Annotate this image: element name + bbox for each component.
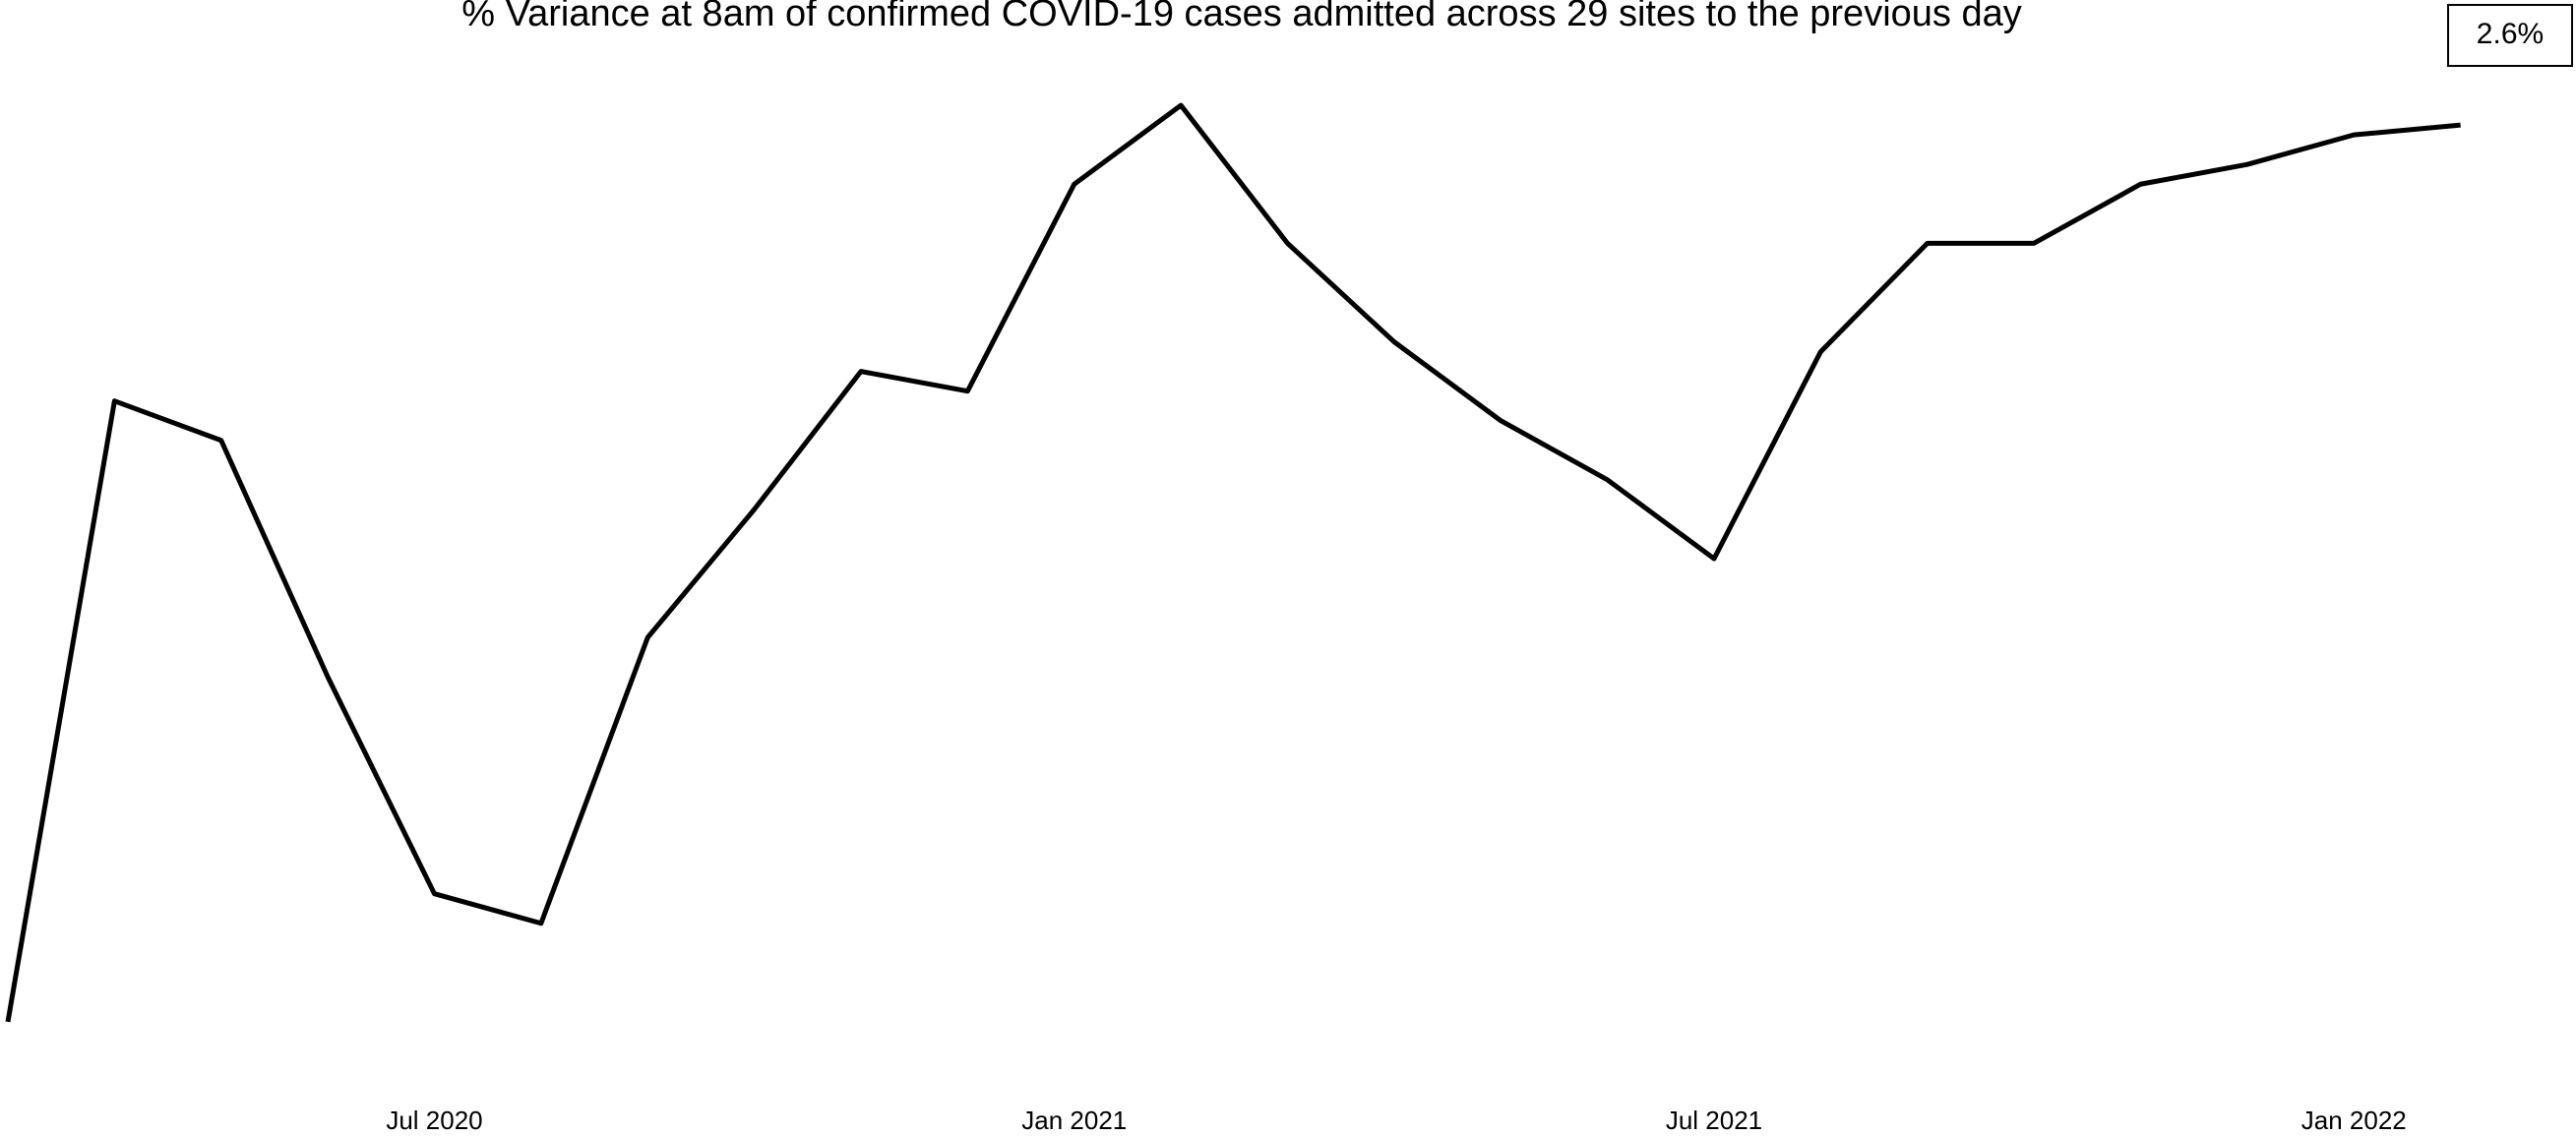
line — [5, 102, 2461, 1023]
x-tick-label: Jan 2021 — [1021, 1106, 1127, 1135]
chart-title: % Variance at 8am of confirmed COVID-19 … — [461, 0, 2021, 34]
x-tick-label: Jan 2022 — [2301, 1106, 2407, 1135]
x-tick-label: Jul 2021 — [1666, 1106, 1762, 1135]
annotation-box — [2447, 4, 2573, 67]
annotation: 2.6% — [2477, 18, 2544, 50]
x-tick-label: Jul 2020 — [386, 1106, 482, 1135]
